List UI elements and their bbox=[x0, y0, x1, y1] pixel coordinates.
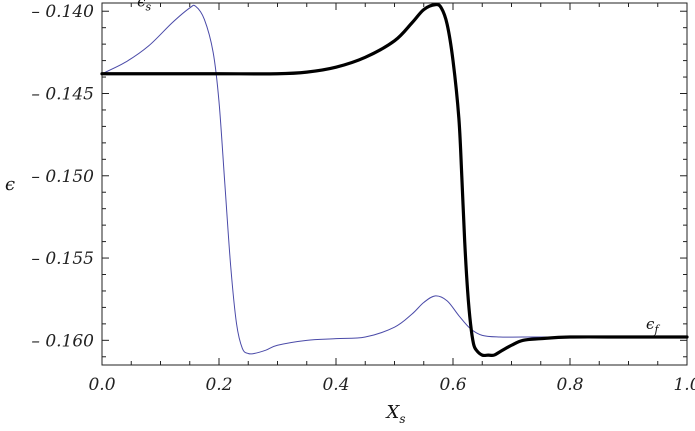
x-tick-label: 1.0 bbox=[673, 375, 695, 395]
axis-tick-labels: 0.0 0.2 0.4 0.6 0.8 1.0 – 0.140 – 0.145 – 0.150 –… bbox=[31, 2, 695, 395]
x-tick-label: 0.4 bbox=[322, 375, 349, 395]
x-axis-label: Xs bbox=[385, 402, 406, 426]
y-tick-label: – 0.145 bbox=[31, 85, 94, 105]
x-axis-label-main: X bbox=[385, 402, 401, 423]
y-tick-label: – 0.150 bbox=[31, 167, 94, 187]
series-annotation-main: ϵ bbox=[137, 0, 146, 10]
series-annotation-0: ϵs bbox=[137, 0, 151, 13]
x-tick-label: 0.6 bbox=[439, 375, 466, 395]
y-axis-label: ϵ bbox=[5, 174, 15, 195]
y-tick-label: – 0.140 bbox=[31, 2, 94, 22]
series-line-0 bbox=[101, 4, 688, 355]
series-annotation-sub: f bbox=[653, 323, 660, 336]
series-annotation-main: ϵ bbox=[646, 315, 655, 333]
y-tick-label: – 0.155 bbox=[31, 249, 94, 269]
x-tick-label: 0.8 bbox=[556, 375, 583, 395]
series-annotation-sub: s bbox=[146, 0, 152, 13]
y-tick-label: – 0.160 bbox=[31, 331, 94, 351]
axis-ticks bbox=[101, 3, 688, 365]
x-tick-label: 0.0 bbox=[88, 375, 115, 395]
x-axis-label-sub: s bbox=[399, 412, 405, 426]
plot-frame bbox=[101, 2, 688, 366]
series-annotation-1: ϵf bbox=[646, 315, 660, 336]
series-line-1 bbox=[100, 2, 689, 358]
data-series bbox=[100, 2, 689, 358]
x-tick-label: 0.2 bbox=[205, 375, 232, 395]
